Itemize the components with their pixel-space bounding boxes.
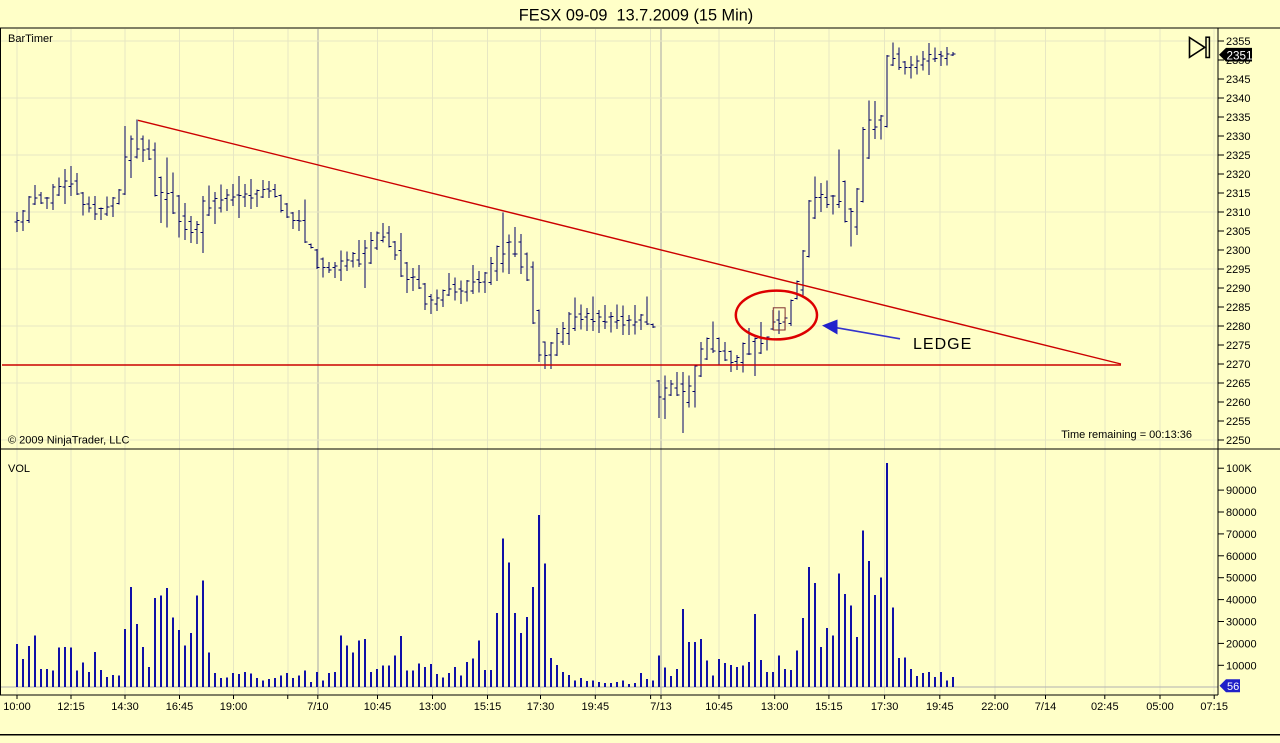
svg-text:BarTimer: BarTimer xyxy=(8,33,53,45)
svg-text:2355: 2355 xyxy=(1226,36,1250,48)
svg-text:7/13: 7/13 xyxy=(650,701,671,713)
svg-text:VOL: VOL xyxy=(8,463,30,475)
svg-text:15:15: 15:15 xyxy=(815,701,843,713)
svg-text:2270: 2270 xyxy=(1226,359,1250,371)
svg-text:7/10: 7/10 xyxy=(307,701,328,713)
svg-text:10:45: 10:45 xyxy=(364,701,392,713)
svg-text:30000: 30000 xyxy=(1226,617,1257,629)
svg-text:22:00: 22:00 xyxy=(981,701,1009,713)
svg-text:100K: 100K xyxy=(1226,463,1252,475)
svg-text:60000: 60000 xyxy=(1226,551,1257,563)
svg-text:15:15: 15:15 xyxy=(474,701,502,713)
svg-text:19:00: 19:00 xyxy=(220,701,248,713)
svg-text:2275: 2275 xyxy=(1226,340,1250,352)
svg-text:14:30: 14:30 xyxy=(111,701,139,713)
svg-text:2330: 2330 xyxy=(1226,131,1250,143)
svg-text:2340: 2340 xyxy=(1226,93,1250,105)
svg-text:Time remaining = 00:13:36: Time remaining = 00:13:36 xyxy=(1061,429,1192,441)
svg-text:90000: 90000 xyxy=(1226,485,1257,497)
svg-text:10:00: 10:00 xyxy=(3,701,31,713)
svg-text:2260: 2260 xyxy=(1226,397,1250,409)
svg-text:13:00: 13:00 xyxy=(761,701,789,713)
svg-text:19:45: 19:45 xyxy=(926,701,954,713)
svg-text:19:45: 19:45 xyxy=(582,701,610,713)
svg-text:2295: 2295 xyxy=(1226,264,1250,276)
svg-text:07:15: 07:15 xyxy=(1200,701,1228,713)
svg-text:2335: 2335 xyxy=(1226,112,1250,124)
svg-text:17:30: 17:30 xyxy=(527,701,555,713)
svg-text:2285: 2285 xyxy=(1226,302,1250,314)
svg-text:70000: 70000 xyxy=(1226,529,1257,541)
svg-text:17:30: 17:30 xyxy=(871,701,899,713)
svg-text:2320: 2320 xyxy=(1226,169,1250,181)
svg-text:© 2009 NinjaTrader, LLC: © 2009 NinjaTrader, LLC xyxy=(8,435,129,447)
svg-text:2345: 2345 xyxy=(1226,74,1250,86)
svg-text:02:45: 02:45 xyxy=(1091,701,1119,713)
svg-text:2325: 2325 xyxy=(1226,150,1250,162)
svg-text:2280: 2280 xyxy=(1226,321,1250,333)
svg-text:56: 56 xyxy=(1227,681,1239,693)
svg-text:40000: 40000 xyxy=(1226,595,1257,607)
svg-text:12:15: 12:15 xyxy=(57,701,85,713)
svg-text:10:45: 10:45 xyxy=(705,701,733,713)
svg-text:LEDGE: LEDGE xyxy=(913,336,972,353)
svg-text:2315: 2315 xyxy=(1226,188,1250,200)
svg-text:2290: 2290 xyxy=(1226,283,1250,295)
svg-text:2300: 2300 xyxy=(1226,245,1250,257)
svg-text:05:00: 05:00 xyxy=(1146,701,1174,713)
svg-text:10000: 10000 xyxy=(1226,660,1257,672)
svg-text:2310: 2310 xyxy=(1226,207,1250,219)
svg-text:16:45: 16:45 xyxy=(166,701,194,713)
svg-text:FESX 09-09 13.7.2009 (15 Min): FESX 09-09 13.7.2009 (15 Min) xyxy=(519,7,753,25)
svg-text:7/14: 7/14 xyxy=(1035,701,1056,713)
svg-text:80000: 80000 xyxy=(1226,507,1257,519)
svg-text:20000: 20000 xyxy=(1226,638,1257,650)
svg-text:2255: 2255 xyxy=(1226,416,1250,428)
svg-text:13:00: 13:00 xyxy=(419,701,447,713)
svg-text:2265: 2265 xyxy=(1226,378,1250,390)
svg-text:50000: 50000 xyxy=(1226,573,1257,585)
svg-text:2351: 2351 xyxy=(1227,49,1253,62)
svg-text:2305: 2305 xyxy=(1226,226,1250,238)
svg-text:2250: 2250 xyxy=(1226,435,1250,447)
